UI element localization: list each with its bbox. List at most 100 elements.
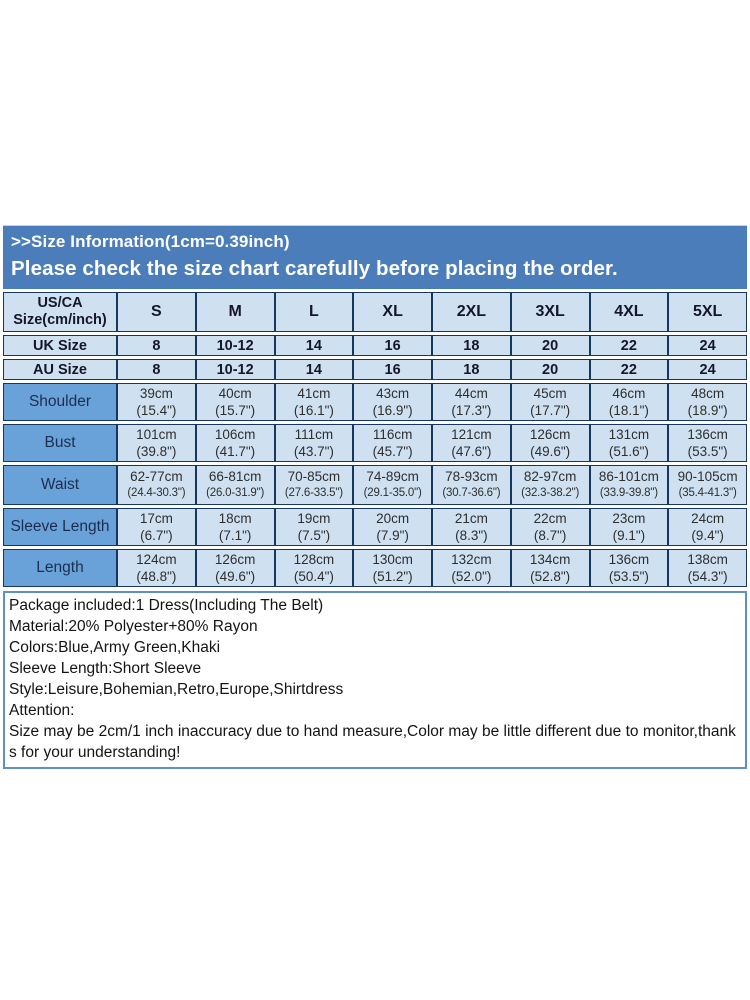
cm-value: 86-101cm <box>598 469 659 484</box>
inch-value: (16.9") <box>372 403 413 418</box>
measure-cell: 134cm (52.8") <box>510 549 590 587</box>
measure-cell: 23cm (9.1") <box>589 508 669 546</box>
measure-cell: 124cm (48.8") <box>117 549 196 587</box>
banner-title: >>Size Information(1cm=0.39inch) <box>11 232 290 251</box>
inch-value: (39.8") <box>136 444 177 459</box>
inch-value: (18.1") <box>608 403 649 418</box>
au-size-value: 8 <box>117 359 196 380</box>
row-label-shoulder: Shoulder <box>3 383 117 421</box>
measure-cell: 121cm (47.6") <box>432 424 511 462</box>
inch-value: (48.8") <box>136 569 177 584</box>
inch-value: (54.3") <box>687 569 728 584</box>
cm-value: 70-85cm <box>287 469 341 484</box>
cm-value: 106cm <box>214 427 256 442</box>
inch-value: (7.5") <box>297 528 331 543</box>
cm-value: 17cm <box>139 511 173 526</box>
cm-value: 136cm <box>687 427 728 442</box>
waist-row: Waist 62-77cm (24.4-30.3") 66-81cm (26.0-3… <box>3 465 747 505</box>
cm-value: 126cm <box>214 552 256 567</box>
inch-value: (24.4-30.3") <box>127 487 186 499</box>
detail-style: Style:Leisure,Bohemian,Retro,Europe,Shir… <box>9 681 344 698</box>
size-col-header-xl: XL <box>353 292 432 332</box>
measure-cell: 126cm (49.6") <box>195 549 275 587</box>
measure-cell: 66-81cm (26.0-31.9") <box>195 465 275 505</box>
measure-cell: 101cm (39.8") <box>117 424 196 462</box>
measure-cell: 111cm (43.7") <box>274 424 354 462</box>
measure-cell: 17cm (6.7") <box>117 508 196 546</box>
cm-value: 124cm <box>136 552 177 567</box>
measure-cell: 21cm (8.3") <box>432 508 511 546</box>
cm-value: 40cm <box>218 386 252 401</box>
inch-value: (53.5") <box>687 444 728 459</box>
measure-cell: 48cm (18.9") <box>668 383 747 421</box>
uk-size-row: UK Size 8 10-12 14 16 18 20 22 24 <box>3 335 747 356</box>
detail-attention-text: Size may be 2cm/1 inch inaccuracy due to… <box>9 723 736 761</box>
inch-value: (27.6-33.5") <box>284 487 343 499</box>
cm-value: 24cm <box>691 511 725 526</box>
inch-value: (52.8") <box>530 569 571 584</box>
measure-cell: 18cm (7.1") <box>195 508 275 546</box>
uk-size-value: 14 <box>274 335 354 356</box>
inch-value: (51.2") <box>372 569 413 584</box>
uk-size-value: 22 <box>589 335 669 356</box>
sleeve-length-row: Sleeve Length 17cm (6.7") 18cm (7.1") 19cm… <box>3 508 747 546</box>
cm-value: 121cm <box>451 427 492 442</box>
inch-value: (52.0") <box>451 569 492 584</box>
au-size-value: 16 <box>353 359 432 380</box>
size-col-header-5xl: 5XL <box>668 292 747 332</box>
inch-value: (50.4") <box>293 569 334 584</box>
size-chart-table: US/CA Size(cm/inch) S M L XL 2XL 3XL 4XL… <box>3 289 747 590</box>
corner-line2: Size(cm/inch) <box>13 312 107 328</box>
measure-cell: 24cm (9.4") <box>668 508 747 546</box>
banner: >>Size Information(1cm=0.39inch) Please … <box>3 225 747 289</box>
au-size-value: 22 <box>589 359 669 380</box>
inch-value: (8.7") <box>533 528 567 543</box>
size-col-header-l: L <box>274 292 354 332</box>
inch-value: (30.7-36.6") <box>442 487 501 499</box>
cm-value: 45cm <box>533 386 567 401</box>
cm-value: 131cm <box>608 427 650 442</box>
cm-value: 78-93cm <box>445 469 498 484</box>
row-label-length: Length <box>3 549 117 587</box>
cm-value: 22cm <box>533 511 567 526</box>
inch-value: (29.1-35.0") <box>363 487 422 499</box>
cm-value: 20cm <box>376 511 410 526</box>
measure-cell: 39cm (15.4") <box>117 383 196 421</box>
shoulder-row: Shoulder 39cm (15.4") 40cm (15.7") 41cm (16… <box>3 383 747 421</box>
inch-value: (9.1") <box>612 528 646 543</box>
measure-cell: 45cm (17.7") <box>510 383 590 421</box>
inch-value: (49.6") <box>530 444 571 459</box>
detail-attention-label: Attention: <box>9 702 75 719</box>
bust-row: Bust 101cm (39.8") 106cm (41.7") 111cm (43.… <box>3 424 747 462</box>
size-col-header-3xl: 3XL <box>510 292 590 332</box>
measure-cell: 44cm (17.3") <box>432 383 511 421</box>
row-label-waist: Waist <box>3 465 117 505</box>
inch-value: (7.9") <box>376 528 409 543</box>
inch-value: (41.7") <box>215 444 256 459</box>
inch-value: (17.7") <box>530 403 571 418</box>
detail-colors: Colors:Blue,Army Green,Khaki <box>9 639 221 656</box>
cm-value: 82-97cm <box>523 469 577 484</box>
detail-package-included: Package included:1 Dress(Including The B… <box>9 597 324 614</box>
au-size-value: 20 <box>510 359 590 380</box>
measure-cell: 130cm (51.2") <box>353 549 432 587</box>
uk-size-value: 8 <box>117 335 196 356</box>
measure-cell: 82-97cm (32.3-38.2") <box>510 465 590 505</box>
row-label-bust: Bust <box>3 424 117 462</box>
cm-value: 116cm <box>372 427 413 442</box>
product-details-block: Package included:1 Dress(Including The B… <box>3 591 747 769</box>
cm-value: 46cm <box>612 386 646 401</box>
inch-value: (35.4-41.3") <box>678 487 737 499</box>
au-size-value: 14 <box>274 359 354 380</box>
size-col-header-4xl: 4XL <box>589 292 669 332</box>
au-size-value: 18 <box>432 359 511 380</box>
measure-cell: 62-77cm (24.4-30.3") <box>117 465 196 505</box>
cm-value: 126cm <box>529 427 571 442</box>
au-size-row: AU Size 8 10-12 14 16 18 20 22 24 <box>3 359 747 380</box>
uk-size-value: 16 <box>353 335 432 356</box>
cm-value: 136cm <box>608 552 650 567</box>
uk-size-value: 18 <box>432 335 511 356</box>
inch-value: (47.6") <box>451 444 492 459</box>
inch-value: (33.9-39.8") <box>599 487 658 499</box>
uk-size-value: 10-12 <box>195 335 275 356</box>
